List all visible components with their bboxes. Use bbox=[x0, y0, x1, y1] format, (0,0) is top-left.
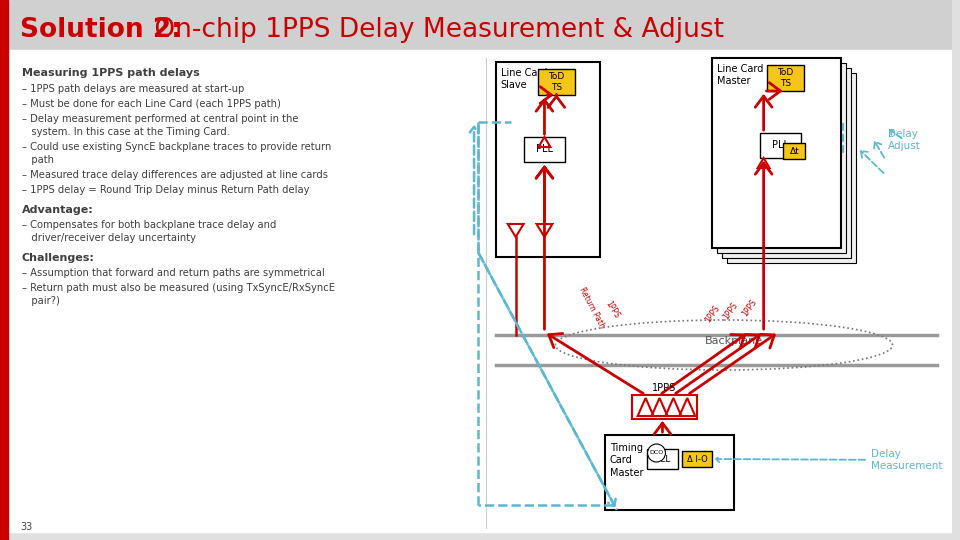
Bar bbox=[717, 63, 846, 253]
Text: Advantage:: Advantage: bbox=[22, 205, 93, 215]
Text: – 1PPS path delays are measured at start-up: – 1PPS path delays are measured at start… bbox=[22, 84, 244, 94]
Text: – Return path must also be measured (using TxSyncE/RxSyncE
   pair?): – Return path must also be measured (usi… bbox=[22, 283, 335, 306]
Bar bbox=[523, 137, 565, 162]
Bar bbox=[647, 449, 679, 469]
Text: Line Card
Master: Line Card Master bbox=[717, 64, 763, 86]
Text: PLL: PLL bbox=[655, 455, 670, 463]
Bar bbox=[632, 395, 697, 419]
Text: 1PPS: 1PPS bbox=[703, 303, 721, 324]
Text: 1PPS: 1PPS bbox=[603, 300, 621, 320]
Text: – Must be done for each Line Card (each 1PPS path): – Must be done for each Line Card (each … bbox=[22, 99, 280, 109]
Text: 33: 33 bbox=[20, 522, 32, 532]
Text: Line Card
Slave: Line Card Slave bbox=[501, 68, 547, 90]
Bar bbox=[538, 69, 575, 95]
Bar bbox=[0, 0, 8, 540]
Text: Solution 2:: Solution 2: bbox=[20, 17, 181, 43]
Text: 1PPS: 1PPS bbox=[653, 383, 677, 393]
Text: Delay
Adjust: Delay Adjust bbox=[888, 129, 921, 151]
Text: – Delay measurement performed at central point in the
   system. In this case at: – Delay measurement performed at central… bbox=[22, 114, 299, 137]
Circle shape bbox=[648, 444, 665, 462]
Text: Δ I-O: Δ I-O bbox=[686, 455, 708, 463]
Text: PLL: PLL bbox=[772, 140, 789, 151]
Bar bbox=[759, 133, 802, 158]
Text: 1PPS: 1PPS bbox=[741, 298, 758, 318]
Bar bbox=[8, 50, 952, 532]
Text: – Could use existing SyncE backplane traces to provide return
   path: – Could use existing SyncE backplane tra… bbox=[22, 142, 331, 165]
Text: – Measured trace delay differences are adjusted at line cards: – Measured trace delay differences are a… bbox=[22, 170, 327, 180]
Text: ToD
TS: ToD TS bbox=[548, 72, 564, 92]
Bar bbox=[712, 58, 841, 248]
Text: DCO: DCO bbox=[649, 450, 663, 456]
Text: PLL: PLL bbox=[536, 145, 553, 154]
Bar bbox=[767, 65, 804, 91]
Bar bbox=[605, 435, 733, 510]
Text: Δt: Δt bbox=[789, 146, 800, 156]
Text: Return Path: Return Path bbox=[578, 286, 607, 330]
Text: On-chip 1PPS Delay Measurement & Adjust: On-chip 1PPS Delay Measurement & Adjust bbox=[146, 17, 724, 43]
Text: – Compensates for both backplane trace delay and
   driver/receiver delay uncert: – Compensates for both backplane trace d… bbox=[22, 220, 276, 243]
Text: – Assumption that forward and return paths are symmetrical: – Assumption that forward and return pat… bbox=[22, 268, 324, 278]
Bar bbox=[496, 62, 600, 257]
Text: Measuring 1PPS path delays: Measuring 1PPS path delays bbox=[22, 68, 200, 78]
Bar bbox=[722, 68, 851, 258]
Text: Challenges:: Challenges: bbox=[22, 253, 95, 263]
Text: Backplane: Backplane bbox=[705, 336, 763, 346]
Bar bbox=[8, 0, 952, 50]
Bar bbox=[727, 73, 856, 263]
Text: Delay
Measurement: Delay Measurement bbox=[716, 449, 942, 471]
Text: Timing
Card
Master: Timing Card Master bbox=[610, 443, 643, 478]
Bar bbox=[683, 451, 712, 467]
Text: 1PPS: 1PPS bbox=[722, 301, 740, 321]
Text: ToD
TS: ToD TS bbox=[778, 68, 794, 87]
Text: – 1PPS delay = Round Trip Delay minus Return Path delay: – 1PPS delay = Round Trip Delay minus Re… bbox=[22, 185, 309, 195]
Bar bbox=[783, 143, 805, 159]
